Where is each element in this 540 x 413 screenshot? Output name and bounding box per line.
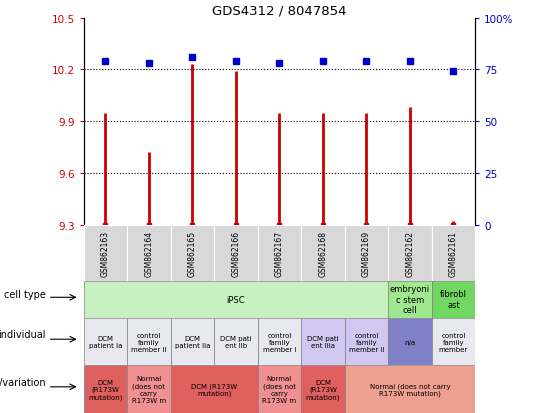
Bar — [431, 281, 475, 318]
Bar — [345, 225, 388, 281]
Bar — [431, 225, 475, 281]
Bar — [258, 318, 301, 366]
Text: control
family
member II: control family member II — [131, 332, 167, 352]
Bar — [171, 366, 258, 413]
Bar — [301, 318, 345, 366]
Text: GSM862167: GSM862167 — [275, 230, 284, 276]
Bar — [345, 366, 475, 413]
Text: GSM862165: GSM862165 — [188, 230, 197, 276]
Bar — [388, 318, 431, 366]
Bar — [171, 318, 214, 366]
Bar — [214, 318, 258, 366]
Bar — [388, 281, 431, 318]
Text: DCM
(R173W
mutation): DCM (R173W mutation) — [88, 379, 123, 400]
Text: GSM862166: GSM862166 — [232, 230, 240, 276]
Text: genotype/variation: genotype/variation — [0, 377, 46, 387]
Bar — [127, 225, 171, 281]
Text: Normal (does not carry
R173W mutation): Normal (does not carry R173W mutation) — [370, 382, 450, 396]
Bar — [258, 225, 301, 281]
Text: control
family
member II: control family member II — [349, 332, 384, 352]
Text: fibrobl
ast: fibrobl ast — [440, 290, 467, 309]
Bar — [214, 225, 258, 281]
Text: DCM pati
ent IIIa: DCM pati ent IIIa — [307, 335, 339, 348]
Bar — [388, 225, 431, 281]
Text: DCM
(R173W
mutation): DCM (R173W mutation) — [306, 379, 340, 400]
Bar — [84, 225, 127, 281]
Bar — [345, 318, 388, 366]
Bar — [127, 366, 171, 413]
Bar — [127, 318, 171, 366]
Text: individual: individual — [0, 330, 46, 339]
Bar — [171, 225, 214, 281]
Text: GSM862169: GSM862169 — [362, 230, 371, 276]
Text: GSM862164: GSM862164 — [145, 230, 153, 276]
Bar — [301, 225, 345, 281]
Bar — [84, 318, 127, 366]
Text: GSM862162: GSM862162 — [406, 230, 415, 276]
Text: control
family
member I: control family member I — [262, 332, 296, 352]
Text: cell type: cell type — [4, 289, 46, 299]
Text: iPSC: iPSC — [227, 295, 245, 304]
Text: control
family
member: control family member — [439, 332, 468, 352]
Text: Normal
(does not
carry
R173W m: Normal (does not carry R173W m — [132, 375, 166, 403]
Bar — [431, 318, 475, 366]
Text: DCM pati
ent IIb: DCM pati ent IIb — [220, 335, 252, 348]
Text: Normal
(does not
carry
R173W m: Normal (does not carry R173W m — [262, 375, 296, 403]
Bar — [258, 366, 301, 413]
Bar — [301, 366, 345, 413]
Text: DCM
patient Ia: DCM patient Ia — [89, 335, 122, 348]
Text: n/a: n/a — [404, 339, 415, 345]
Text: DCM
patient IIa: DCM patient IIa — [175, 335, 210, 348]
Bar — [84, 281, 388, 318]
Text: DCM (R173W
mutation): DCM (R173W mutation) — [191, 382, 237, 396]
Bar — [84, 366, 127, 413]
Text: embryoni
c stem
cell: embryoni c stem cell — [390, 285, 430, 314]
Text: GSM862168: GSM862168 — [319, 230, 327, 276]
Title: GDS4312 / 8047854: GDS4312 / 8047854 — [212, 5, 347, 17]
Text: GSM862161: GSM862161 — [449, 230, 458, 276]
Text: GSM862163: GSM862163 — [101, 230, 110, 276]
